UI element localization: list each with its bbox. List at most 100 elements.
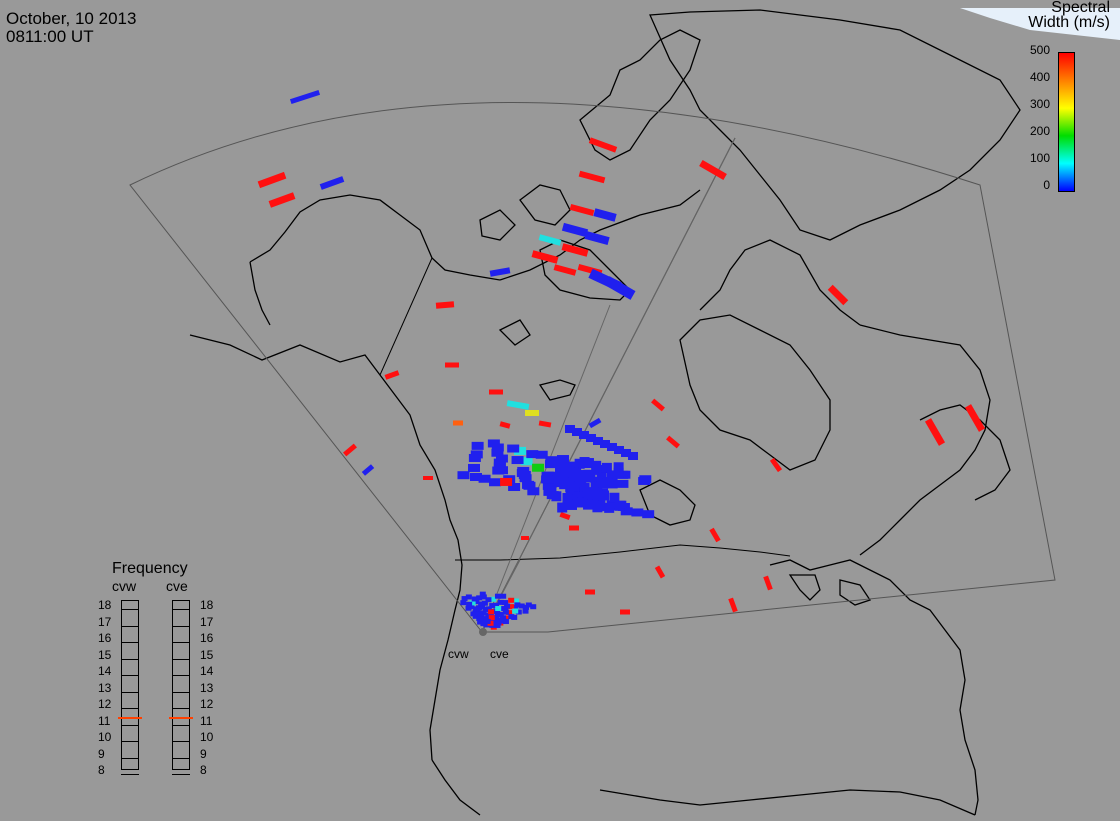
- echo-cell: [257, 171, 287, 189]
- freq-gridline: [172, 609, 190, 610]
- echo-cell: [489, 478, 502, 487]
- echo-cell: [588, 417, 602, 429]
- echo-cell: [515, 609, 522, 615]
- echo-cell: [600, 440, 610, 448]
- echo-cell: [522, 480, 535, 489]
- echo-cell: [552, 471, 565, 480]
- scatter-cells: [257, 89, 986, 630]
- echo-cell: [502, 600, 509, 606]
- echo-cell: [480, 594, 487, 600]
- echo-cell: [585, 589, 595, 595]
- freq-marker-cve: [169, 717, 193, 719]
- echo-cell: [491, 443, 504, 452]
- echo-cell: [568, 467, 579, 478]
- echo-cell: [566, 461, 577, 472]
- echo-cell: [518, 603, 525, 609]
- colorbar-tick: 200: [1029, 124, 1050, 138]
- echo-cell: [502, 609, 509, 615]
- echo-cell: [561, 222, 589, 238]
- freq-scale-label: 10: [98, 730, 112, 744]
- echo-cell: [607, 478, 618, 489]
- freq-scale-label: 17: [98, 615, 112, 629]
- radar-site-label-cvw: cvw: [448, 647, 469, 661]
- freq-marker-cvw: [118, 717, 142, 719]
- echo-cell: [572, 428, 582, 436]
- echo-cell: [469, 600, 476, 606]
- echo-cell: [561, 243, 589, 257]
- echo-cell: [728, 597, 738, 613]
- freq-scale-label: 13: [98, 681, 112, 695]
- echo-cell: [493, 602, 500, 608]
- freq-scale-label: 10: [200, 730, 214, 744]
- freq-gridline: [121, 758, 139, 759]
- colorbar-tick: 100: [1029, 151, 1050, 165]
- echo-cell: [769, 457, 783, 473]
- colorbar-title-line2: Width (m/s): [1028, 14, 1110, 31]
- freq-scale-label: 14: [200, 664, 214, 678]
- freq-scale-label: 18: [98, 598, 112, 612]
- freq-scale-label: 16: [200, 631, 214, 645]
- echo-cell: [481, 600, 488, 606]
- freq-scale-label: 8: [98, 763, 105, 777]
- frequency-title: Frequency: [112, 560, 188, 577]
- echo-cell: [488, 609, 495, 615]
- echo-cell: [499, 615, 506, 621]
- freq-gridline: [121, 642, 139, 643]
- freq-gridline: [172, 675, 190, 676]
- echo-cell: [578, 170, 606, 184]
- echo-cell: [590, 481, 601, 492]
- echo-cell: [490, 596, 497, 602]
- echo-cell: [461, 596, 468, 602]
- echo-cell: [544, 483, 557, 492]
- freq-gridline: [121, 741, 139, 742]
- echo-cell: [553, 264, 577, 276]
- echo-cell: [508, 597, 515, 603]
- echo-cell: [614, 446, 624, 454]
- echo-cell: [453, 420, 463, 426]
- echo-cell: [473, 599, 480, 605]
- freq-bar-cve: [172, 600, 190, 770]
- echo-cell: [526, 450, 539, 459]
- echo-cell: [588, 137, 618, 153]
- echo-cell: [631, 508, 644, 517]
- echo-cell: [520, 457, 533, 466]
- echo-cell: [507, 444, 520, 453]
- freq-gridline: [172, 774, 190, 775]
- freq-gridline: [172, 692, 190, 693]
- echo-cell: [558, 469, 569, 480]
- colorbar-tick: 0: [1043, 178, 1050, 192]
- freq-scale-label: 12: [200, 697, 214, 711]
- echo-cell: [566, 499, 577, 510]
- echo-cell: [500, 477, 513, 486]
- freq-scale-label: 8: [200, 763, 207, 777]
- echo-cell: [470, 450, 483, 459]
- freq-radar-label-cvw: cvw: [112, 578, 137, 594]
- echo-cell: [494, 611, 501, 617]
- echo-cell: [586, 434, 596, 442]
- echo-cell: [491, 448, 504, 457]
- freq-gridline: [172, 758, 190, 759]
- freq-gridline: [121, 659, 139, 660]
- echo-cell: [607, 443, 617, 451]
- echo-cell: [506, 400, 530, 410]
- echo-cell: [565, 425, 575, 433]
- echo-cell: [495, 606, 502, 612]
- echo-cell: [620, 507, 633, 516]
- echo-cell: [488, 615, 495, 621]
- echo-cell: [478, 611, 485, 617]
- echo-cell: [666, 435, 680, 449]
- fov-beam-line: [481, 137, 736, 633]
- echo-cell: [513, 598, 520, 604]
- echo-cell: [268, 192, 296, 208]
- echo-cell: [470, 473, 482, 481]
- echo-cell: [497, 599, 504, 605]
- echo-cell: [482, 607, 489, 613]
- echo-cell: [465, 594, 472, 600]
- echo-cell: [609, 492, 620, 503]
- radar-site-marker: [479, 628, 487, 636]
- freq-scale-label: 16: [98, 631, 112, 645]
- echo-cell: [521, 536, 529, 540]
- echo-cell: [584, 472, 595, 483]
- echo-cell: [604, 502, 615, 513]
- echo-cell: [470, 611, 477, 617]
